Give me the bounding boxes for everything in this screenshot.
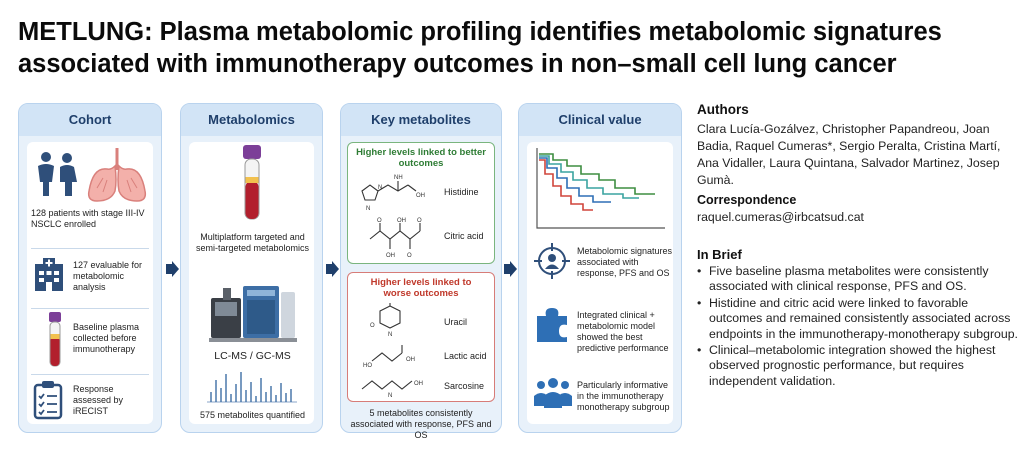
sarcosine-structure-icon: N OH (361, 380, 423, 397)
worse-outcomes-box: Higher levels linked to worse outcomes O… (347, 272, 495, 402)
metabolite-uracil: Uracil (444, 317, 468, 327)
svg-text:NH: NH (394, 175, 403, 181)
spectrum-icon (207, 372, 297, 403)
in-brief-item: Clinical–metabolomic integration showed … (697, 343, 1019, 389)
plasma-tube-icon (243, 145, 261, 220)
metabolite-sarcosine: Sarcosine (444, 381, 485, 391)
clinical-value-header: Clinical value (519, 104, 681, 136)
clipboard-checklist-icon (33, 381, 63, 420)
metabolite-citric-acid: Citric acid (444, 231, 484, 241)
clinical-value-panel: Clinical value Metabolomic signatures as… (518, 103, 682, 433)
metabolomics-panel: Metabolomics Multiplatform targeted and … (180, 103, 323, 433)
metabolite-lactic-acid: Lactic acid (444, 351, 487, 361)
in-brief-list: Five baseline plasma metabolites were co… (697, 264, 1019, 390)
metabolomics-header: Metabolomics (181, 104, 322, 136)
cohort-header: Cohort (19, 104, 161, 136)
correspondence-email[interactable]: raquel.cumeras@irbcatsud.cat (697, 210, 864, 224)
graphical-abstract-title: METLUNG: Plasma metabolomic profiling id… (18, 16, 1008, 80)
flow-arrow-2-icon (326, 261, 339, 277)
patients-icon (38, 152, 77, 196)
svg-text:O: O (377, 218, 382, 224)
authors-heading: Authors (697, 102, 749, 117)
worse-outcomes-title: Higher levels linked to worse outcomes (370, 277, 472, 299)
flow-arrow-3-icon (504, 261, 517, 277)
mass-spectrometer-icon (209, 286, 297, 342)
correspondence-heading: Correspondence (697, 193, 797, 207)
clinical-model-text: Integrated clinical + metabolomic model … (577, 310, 669, 353)
group-people-icon (534, 378, 572, 408)
cohort-divider-3 (31, 374, 149, 375)
instruments-text: LC-MS / GC-MS (214, 350, 291, 362)
citric-acid-structure-icon: O OH O OH O (369, 218, 422, 259)
in-brief-heading: In Brief (697, 247, 742, 262)
clinical-subgroup-text: Particularly informative in the immunoth… (577, 380, 670, 412)
key-metabolites-header: Key metabolites (341, 104, 501, 136)
cohort-plasma-text: Baseline plasma collected before immunot… (73, 322, 140, 354)
svg-text:OH: OH (414, 381, 423, 387)
svg-text:N: N (378, 185, 382, 191)
cohort-divider-1 (31, 248, 149, 249)
metabolites-quantified-text: 575 metabolites quantified (199, 410, 306, 420)
clinical-signatures-text: Metabolomic signatures associated with r… (577, 246, 673, 278)
svg-text:OH: OH (386, 253, 395, 259)
title-line-2: associated with immunotherapy outcomes i… (18, 50, 897, 78)
metabolomics-platform-text: Multiplatform targeted and semi-targeted… (195, 232, 310, 253)
puzzle-icon (537, 308, 567, 342)
key-metabolites-footer: 5 metabolites consistently associated wi… (350, 408, 492, 440)
lungs-icon (87, 148, 147, 202)
survival-curves-icon (536, 148, 665, 229)
svg-text:N: N (366, 206, 370, 212)
hospital-icon (35, 258, 63, 291)
better-outcomes-title: Higher levels linked to better outcomes (356, 147, 486, 169)
blood-tube-icon (49, 312, 61, 367)
flow-arrow-1-icon (166, 261, 179, 277)
histidine-structure-icon: N N NH OH (361, 175, 425, 212)
svg-text:OH: OH (406, 357, 415, 363)
clinical-value-content: Metabolomic signatures associated with r… (527, 142, 673, 424)
svg-text:N: N (388, 332, 392, 337)
svg-text:OH: OH (416, 193, 425, 199)
svg-text:O: O (417, 218, 422, 224)
better-outcomes-box: Higher levels linked to better outcomes … (347, 142, 495, 264)
svg-text:O: O (370, 323, 375, 329)
target-person-icon (534, 243, 570, 279)
cohort-patients-text: 128 patients with stage III-IV NSCLC enr… (31, 208, 145, 229)
cohort-evaluable-text: 127 evaluable for metabolomic analysis (73, 260, 143, 292)
metabolomics-content: Multiplatform targeted and semi-targeted… (189, 142, 314, 424)
metabolite-histidine: Histidine (444, 187, 479, 197)
authors-list: Clara Lucía-Gozálvez, Christopher Papand… (697, 122, 1001, 187)
svg-text:HO: HO (363, 363, 372, 369)
in-brief-item: Five baseline plasma metabolites were co… (697, 264, 1019, 295)
title-line-1: METLUNG: Plasma metabolomic profiling id… (18, 18, 942, 46)
cohort-content: 128 patients with stage III-IV NSCLC enr… (27, 142, 153, 424)
svg-text:OH: OH (397, 218, 406, 224)
uracil-structure-icon: O N (370, 303, 401, 337)
lactic-acid-structure-icon: HO OH (363, 345, 415, 369)
svg-text:N: N (388, 393, 392, 397)
cohort-panel: Cohort 128 patients with stage III-IV NS… (18, 103, 162, 433)
key-metabolites-panel: Key metabolites Higher levels linked to … (340, 103, 502, 440)
cohort-response-text: Response assessed by iRECIST (73, 384, 124, 416)
svg-text:O: O (407, 253, 412, 259)
cohort-divider-2 (31, 308, 149, 309)
in-brief-item: Histidine and citric acid were linked to… (697, 296, 1019, 342)
